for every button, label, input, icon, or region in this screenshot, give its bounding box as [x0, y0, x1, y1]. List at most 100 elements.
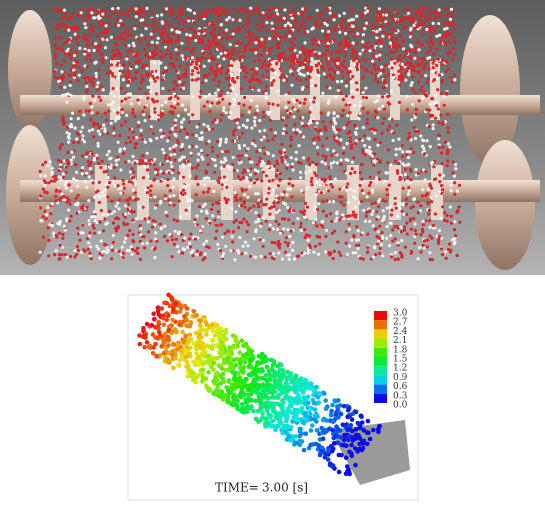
- particle: [117, 141, 120, 144]
- particle: [231, 235, 234, 238]
- particle: [446, 214, 449, 217]
- particle: [424, 74, 427, 77]
- particle: [43, 191, 46, 194]
- particle: [138, 342, 143, 347]
- particle: [116, 64, 119, 67]
- particle: [451, 22, 454, 25]
- particle: [394, 46, 397, 49]
- particle: [418, 24, 421, 27]
- particle: [316, 55, 319, 58]
- particle: [316, 146, 319, 149]
- particle: [191, 133, 194, 136]
- particle: [153, 195, 156, 198]
- particle: [308, 60, 311, 63]
- particle: [283, 148, 286, 151]
- particle: [441, 121, 444, 124]
- particle: [166, 293, 171, 298]
- particle: [371, 60, 374, 63]
- particle: [450, 222, 453, 225]
- particle: [407, 137, 410, 140]
- particle: [249, 167, 252, 170]
- particle: [257, 205, 260, 208]
- particle: [325, 155, 328, 158]
- particle: [392, 40, 395, 43]
- particle: [435, 104, 438, 107]
- particle: [254, 41, 257, 44]
- particle: [439, 217, 442, 220]
- particle: [419, 134, 422, 137]
- particle: [353, 35, 356, 38]
- particle: [248, 80, 251, 83]
- particle: [111, 57, 114, 60]
- particle: [303, 228, 306, 231]
- particle: [377, 200, 380, 203]
- particle: [325, 75, 328, 78]
- particle: [229, 67, 232, 70]
- particle: [336, 71, 339, 74]
- colorbar-segment: [374, 339, 387, 348]
- particle: [390, 90, 393, 93]
- particle: [197, 19, 200, 22]
- particle: [81, 15, 84, 18]
- particle: [418, 246, 421, 249]
- particle: [331, 232, 334, 235]
- particle: [345, 186, 348, 189]
- particle: [115, 87, 118, 90]
- particle: [139, 233, 142, 236]
- particle: [216, 69, 219, 72]
- particle: [285, 155, 288, 158]
- particle: [42, 236, 45, 239]
- particle: [302, 66, 305, 69]
- particle: [315, 193, 318, 196]
- particle: [389, 51, 392, 54]
- particle: [144, 12, 147, 15]
- particle: [84, 180, 87, 183]
- particle: [432, 70, 435, 73]
- particle: [127, 92, 130, 95]
- particle: [166, 335, 171, 340]
- particle: [181, 84, 184, 87]
- particle: [54, 53, 57, 56]
- particle: [73, 54, 76, 57]
- particle: [324, 52, 327, 55]
- particle: [166, 139, 169, 142]
- particle: [421, 86, 424, 89]
- particle: [356, 68, 359, 71]
- particle: [281, 368, 286, 373]
- particle: [216, 63, 219, 66]
- particle: [324, 8, 327, 11]
- particle: [98, 252, 101, 255]
- particle: [312, 120, 315, 123]
- particle: [343, 46, 346, 49]
- particle: [246, 196, 249, 199]
- particle: [262, 91, 265, 94]
- particle: [151, 98, 154, 101]
- particle: [394, 202, 397, 205]
- particle: [249, 173, 252, 176]
- particle: [241, 65, 244, 68]
- particle: [208, 140, 211, 143]
- particle: [346, 71, 349, 74]
- particle: [376, 157, 379, 160]
- particle: [183, 128, 186, 131]
- particle: [276, 89, 279, 92]
- particle: [245, 405, 250, 410]
- particle: [106, 195, 109, 198]
- particle: [105, 56, 108, 59]
- particle: [422, 220, 425, 223]
- particle: [314, 245, 317, 248]
- particle: [355, 239, 358, 242]
- particle: [230, 72, 233, 75]
- colorbar-segment: [374, 311, 387, 320]
- particle: [351, 29, 354, 32]
- particle: [428, 17, 431, 20]
- particle: [361, 231, 364, 234]
- particle: [297, 400, 302, 405]
- particle: [47, 239, 50, 242]
- particle: [453, 78, 456, 81]
- particle: [164, 312, 169, 317]
- particle: [267, 401, 272, 406]
- particle: [403, 55, 406, 58]
- particle: [395, 153, 398, 156]
- particle: [397, 258, 400, 261]
